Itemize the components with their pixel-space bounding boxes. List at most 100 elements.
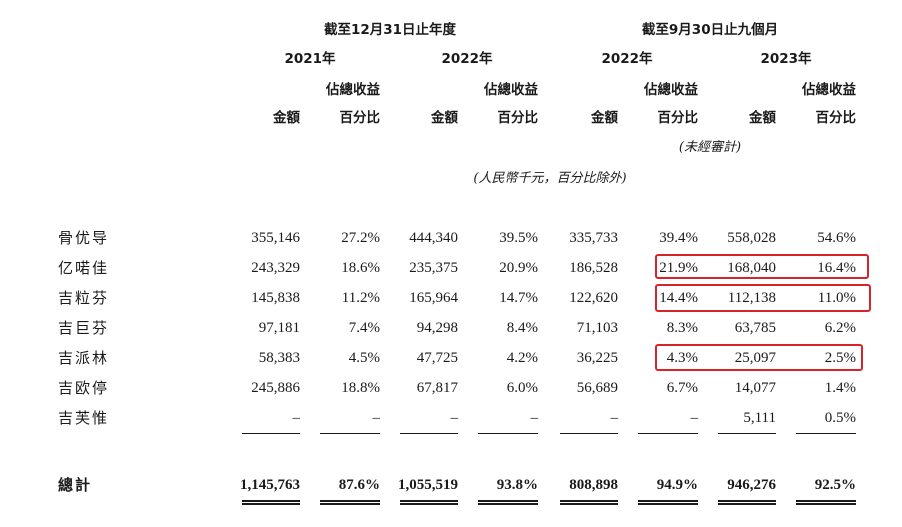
cell-value: 235,375	[409, 260, 458, 276]
cell-value: 58,383	[258, 350, 300, 366]
subtotal-rule	[400, 433, 458, 434]
cell-value: –	[690, 410, 699, 426]
total-value: 946,276	[727, 477, 776, 493]
cell-value: 21.9%	[659, 260, 698, 276]
cell-value: 16.4%	[817, 260, 856, 276]
cell-value: 5,111	[743, 410, 776, 426]
cell-value: 0.5%	[824, 410, 856, 426]
cell-value: 355,146	[251, 230, 300, 246]
total-value: 1,145,763	[240, 477, 300, 493]
row-label: 吉粒芬	[58, 289, 110, 307]
cell-value: 243,329	[251, 260, 300, 276]
total-value: 1,055,519	[398, 477, 458, 493]
cell-value: 14,077	[734, 380, 776, 396]
header-pct-line2: 百分比	[657, 110, 699, 126]
cell-value: 14.7%	[499, 290, 538, 306]
header-pct-line1: 佔總收益	[802, 82, 856, 98]
header-pct-line2: 百分比	[339, 110, 381, 126]
total-value: 87.6%	[338, 477, 380, 493]
cell-value: 6.7%	[666, 380, 698, 396]
cell-value: 18.6%	[341, 260, 380, 276]
header-amount: 金額	[591, 110, 618, 126]
row-label: 吉巨芬	[58, 319, 110, 337]
cell-value: 6.2%	[824, 320, 856, 336]
cell-value: 245,886	[251, 380, 300, 396]
unit-note: (人民幣千元，百分比除外)	[473, 171, 627, 186]
cell-value: –	[610, 410, 619, 426]
cell-value: 71,103	[576, 320, 618, 336]
cell-value: 8.4%	[506, 320, 538, 336]
header-pct-line2: 百分比	[497, 110, 539, 126]
cell-value: 56,689	[576, 380, 618, 396]
header-pct-line1: 佔總收益	[644, 82, 698, 98]
total-double-rule	[718, 500, 776, 505]
cell-value: 11.2%	[341, 290, 380, 306]
row-label: 吉芙惟	[58, 409, 110, 427]
cell-value: 558,028	[727, 230, 776, 246]
cell-value: 27.2%	[341, 230, 380, 246]
header-period-year: 截至12月31日止年度	[323, 22, 457, 38]
cell-value: –	[450, 410, 459, 426]
header-amount: 金額	[749, 110, 776, 126]
subtotal-rule	[796, 433, 856, 434]
cell-value: 39.5%	[499, 230, 538, 246]
total-label: 總計	[58, 476, 93, 494]
header-amount: 金額	[273, 110, 300, 126]
header-year-2022-nine: 2022年	[601, 51, 653, 67]
row-label: 吉欧停	[58, 379, 110, 397]
cell-value: 145,838	[251, 290, 300, 306]
cell-value: 63,785	[734, 320, 776, 336]
cell-value: 25,097	[734, 350, 776, 366]
cell-value: 11.0%	[817, 290, 856, 306]
cell-value: 1.4%	[824, 380, 856, 396]
total-value: 92.5%	[814, 477, 856, 493]
total-double-rule	[320, 500, 380, 505]
subtotal-rule	[320, 433, 380, 434]
cell-value: 47,725	[416, 350, 458, 366]
header-period-nine-months: 截至9月30日止九個月	[641, 22, 779, 38]
cell-value: 112,138	[727, 290, 776, 306]
cell-value: 4.5%	[348, 350, 380, 366]
cell-value: 165,964	[409, 290, 458, 306]
row-label: 亿喏佳	[58, 259, 110, 277]
subtotal-rule	[478, 433, 538, 434]
unaudited-note: (未經審計)	[678, 140, 742, 155]
cell-value: 186,528	[569, 260, 618, 276]
header-amount: 金額	[431, 110, 458, 126]
cell-value: 54.6%	[817, 230, 856, 246]
cell-value: –	[530, 410, 539, 426]
total-value: 808,898	[569, 477, 618, 493]
total-value: 93.8%	[496, 477, 538, 493]
cell-value: 67,817	[416, 380, 458, 396]
cell-value: –	[292, 410, 301, 426]
header-pct-line2: 百分比	[815, 110, 857, 126]
subtotal-rule	[560, 433, 618, 434]
total-double-rule	[478, 500, 538, 505]
total-double-rule	[560, 500, 618, 505]
total-value: 94.9%	[656, 477, 698, 493]
cell-value: 8.3%	[666, 320, 698, 336]
highlight-box	[655, 254, 869, 279]
subtotal-rule	[242, 433, 300, 434]
cell-value: 335,733	[569, 230, 618, 246]
subtotal-rule	[718, 433, 776, 434]
total-double-rule	[638, 500, 698, 505]
total-double-rule	[796, 500, 856, 505]
cell-value: 36,225	[576, 350, 618, 366]
highlight-box	[655, 344, 863, 371]
header-year-2022: 2022年	[441, 51, 493, 67]
cell-value: 4.2%	[506, 350, 538, 366]
row-label: 骨优导	[58, 229, 110, 247]
subtotal-rule	[638, 433, 698, 434]
cell-value: 168,040	[727, 260, 776, 276]
cell-value: 4.3%	[666, 350, 698, 366]
cell-value: 18.8%	[341, 380, 380, 396]
cell-value: 2.5%	[824, 350, 856, 366]
cell-value: 7.4%	[348, 320, 380, 336]
row-label: 吉派林	[58, 349, 110, 367]
total-double-rule	[400, 500, 458, 505]
cell-value: 94,298	[416, 320, 458, 336]
cell-value: –	[372, 410, 381, 426]
highlight-box	[655, 284, 871, 312]
header-pct-line1: 佔總收益	[326, 82, 380, 98]
